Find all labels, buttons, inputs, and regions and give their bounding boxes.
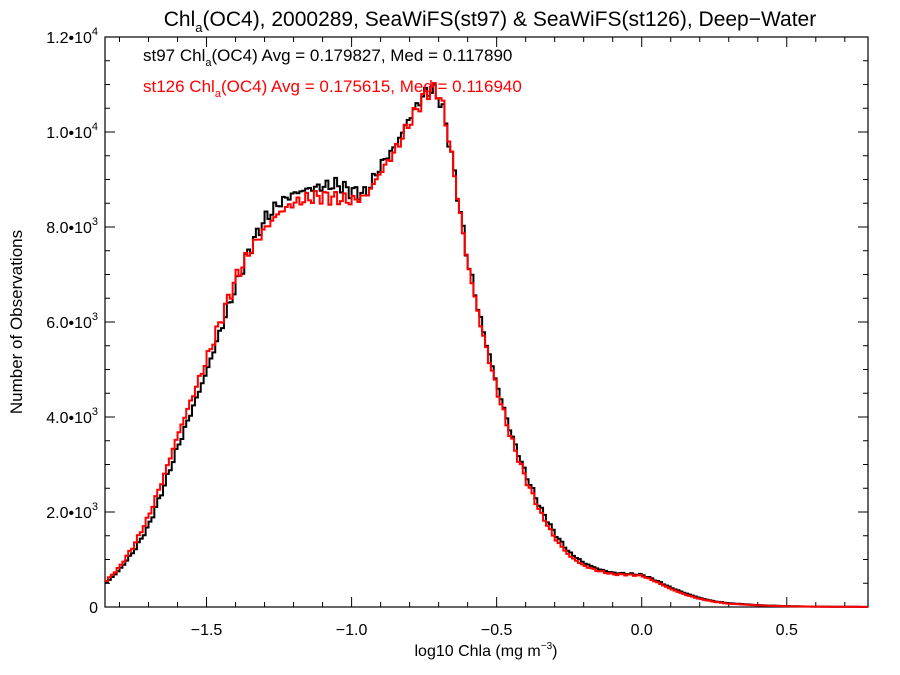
legend-st126-pre: st126 Chl (143, 77, 215, 96)
series-st126-line (105, 82, 868, 608)
chart-title-suffix: (OC4), 2000289, SeaWiFS(st97) & SeaWiFS(… (203, 8, 817, 31)
x-tick-label: 0.0 (631, 622, 653, 639)
x-axis: −1.5 −1.0 −0.5 0.0 0.5 (119, 37, 846, 639)
y-tick-label: 2.0•103 (46, 501, 98, 522)
chart-title-prefix: Chl (164, 8, 196, 31)
y-tick-label: 1.2•104 (46, 26, 98, 47)
y-tick-label: 8.0•103 (46, 216, 98, 237)
chart-title: Chla(OC4), 2000289, SeaWiFS(st97) & SeaW… (164, 8, 816, 35)
chart-title-sub: a (195, 20, 203, 35)
y-tick-label: 0 (89, 600, 98, 617)
y-axis-label: Number of Observations (7, 230, 26, 414)
legend-st97: st97 Chla(OC4) Avg = 0.179827, Med = 0.1… (143, 46, 512, 69)
y-tick-label: 4.0•103 (46, 406, 98, 427)
y-axis: 0 2.0•103 4.0•103 6.0•103 8.0•103 1.0•104 1.2•… (46, 26, 868, 617)
legend-st126-sub: a (215, 88, 222, 100)
y-tick-label: 1.0•104 (46, 121, 98, 142)
y-tick-label: 6.0•103 (46, 311, 98, 332)
x-axis-label: log10 Chla (mg m−3) (414, 641, 557, 660)
x-axis-label-main: log10 Chla (mg m (414, 643, 540, 660)
x-tick-label: −1.0 (336, 622, 368, 639)
series-layer (105, 82, 868, 608)
x-axis-label-end: ) (552, 643, 557, 660)
legend-st126: st126 Chla(OC4) Avg = 0.175615, Med = 0.… (143, 77, 522, 100)
x-tick-label: −1.5 (191, 622, 223, 639)
legend-st126-post: (OC4) Avg = 0.175615, Med = 0.116940 (221, 77, 522, 96)
legend-st97-post: (OC4) Avg = 0.179827, Med = 0.117890 (212, 46, 513, 65)
legend-st97-sub: a (205, 57, 212, 69)
series-st97-line (105, 83, 868, 608)
x-tick-label: −0.5 (481, 622, 513, 639)
x-axis-label-sup: −3 (541, 641, 553, 652)
legend-st97-pre: st97 Chl (143, 46, 205, 65)
x-tick-label: 0.5 (776, 622, 798, 639)
